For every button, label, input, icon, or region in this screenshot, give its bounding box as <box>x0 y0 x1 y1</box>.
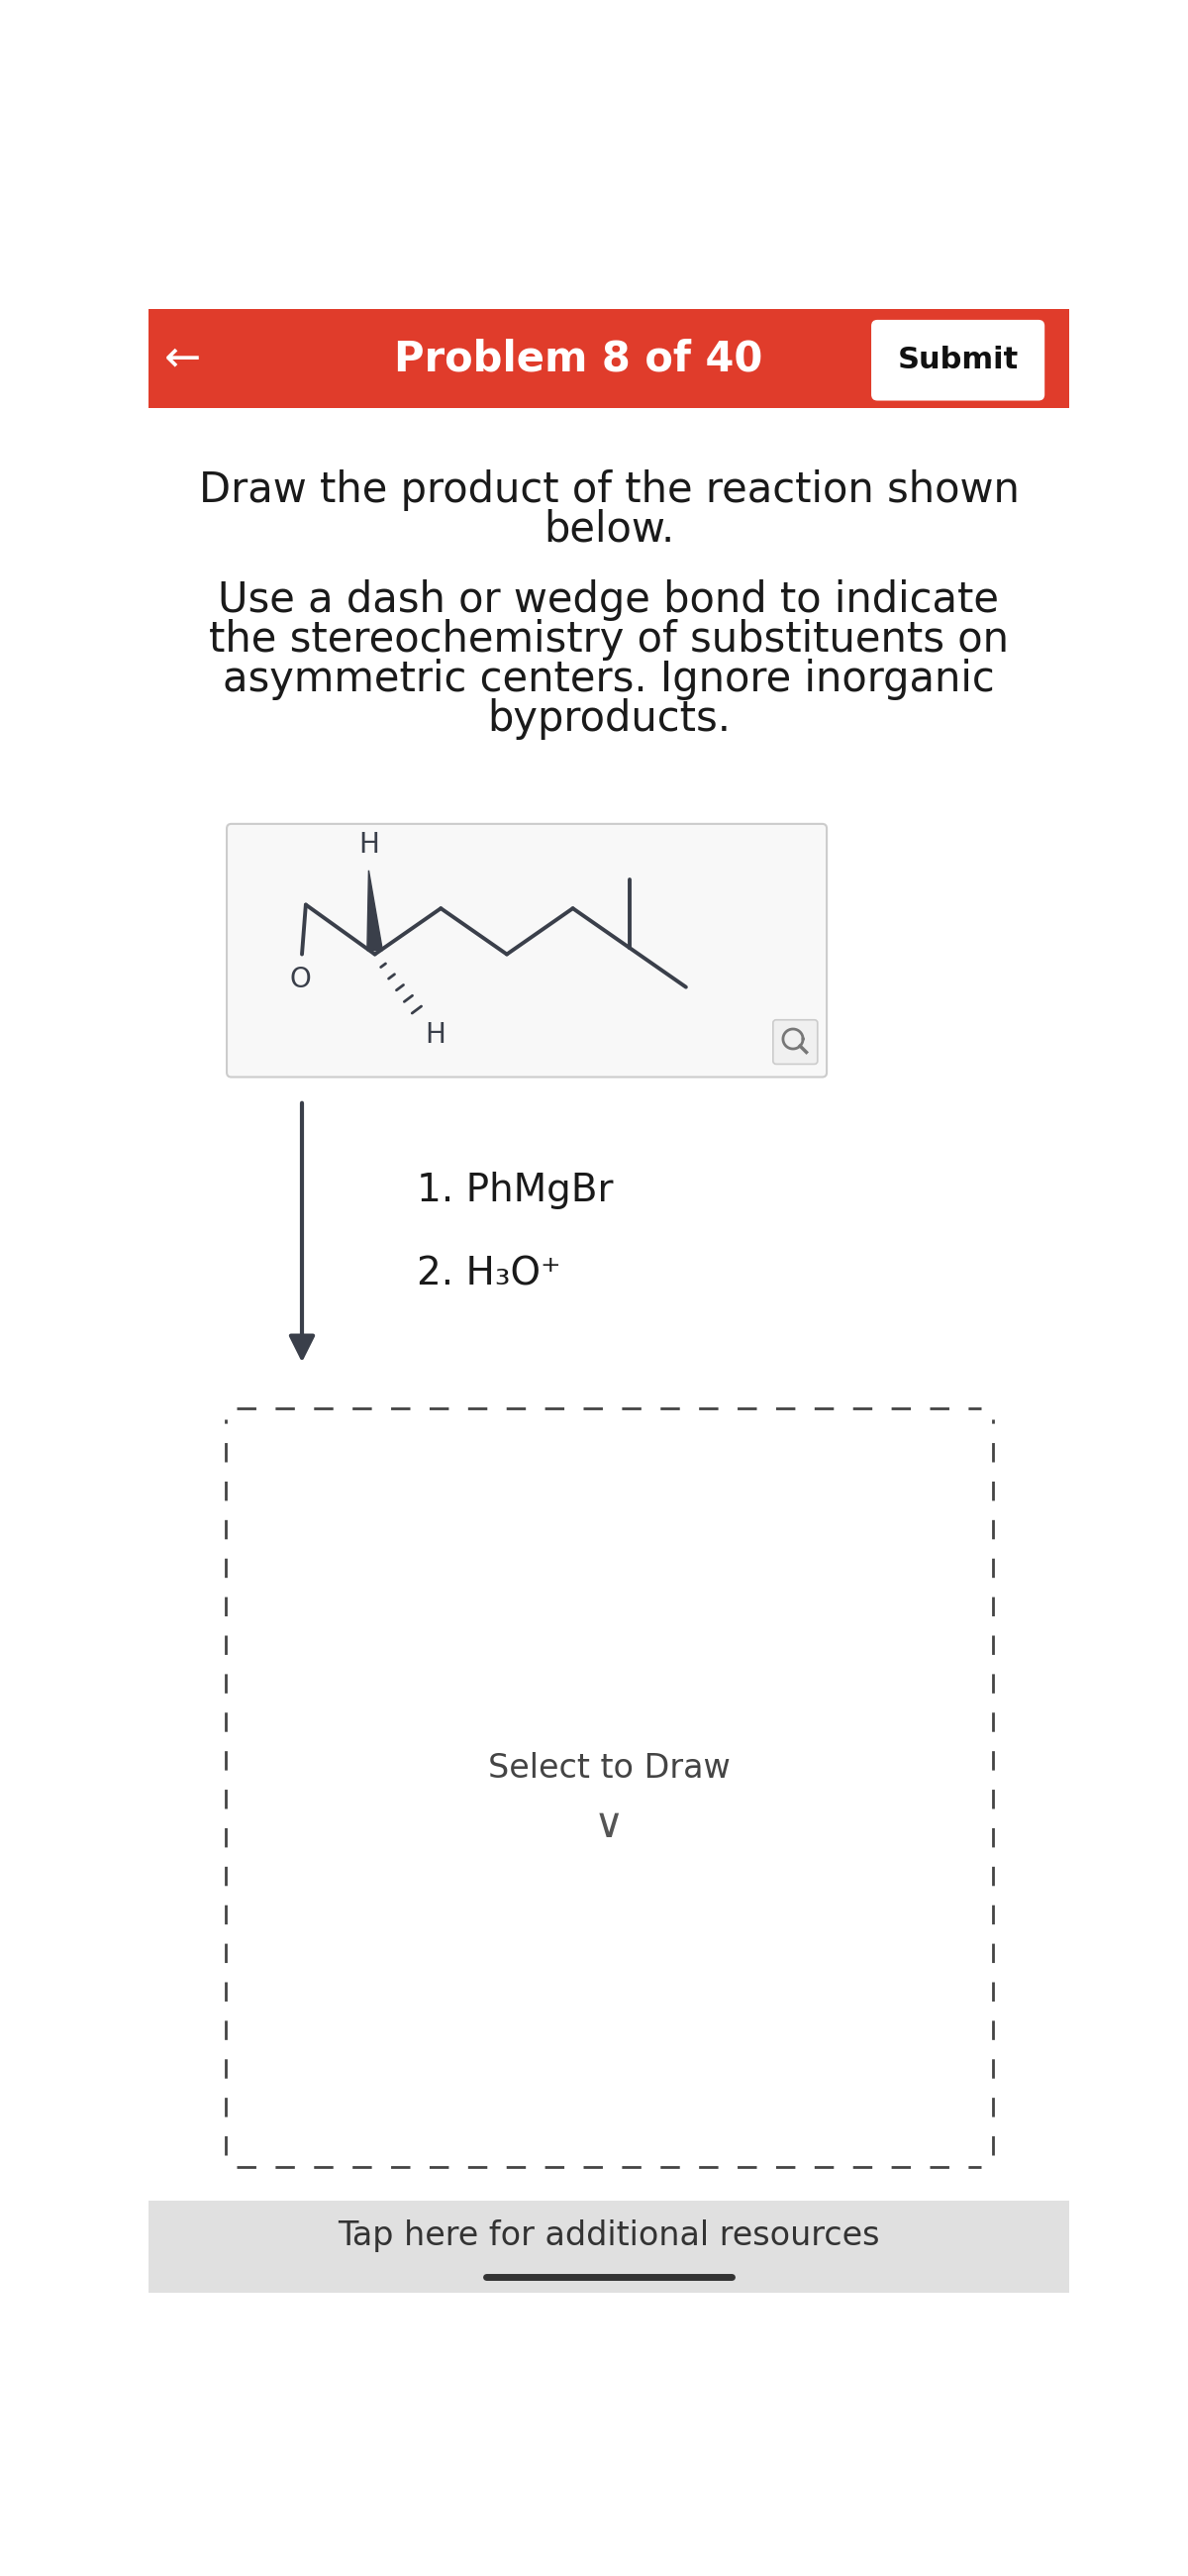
Bar <box>148 2200 1069 2293</box>
Bar <box>148 309 1069 407</box>
FancyBboxPatch shape <box>773 1020 817 1064</box>
Text: byproducts.: byproducts. <box>487 698 731 739</box>
Text: O: O <box>290 966 311 994</box>
Text: Tap here for additional resources: Tap here for additional resources <box>337 2218 880 2251</box>
Text: H: H <box>425 1023 446 1048</box>
Text: Submit: Submit <box>897 345 1018 374</box>
Text: Use a dash or wedge bond to indicate: Use a dash or wedge bond to indicate <box>219 580 999 621</box>
Text: Draw the product of the reaction shown: Draw the product of the reaction shown <box>198 469 1019 510</box>
Text: Problem 8 of 40: Problem 8 of 40 <box>394 337 763 379</box>
Text: ←: ← <box>165 337 202 381</box>
Text: Select to Draw: Select to Draw <box>488 1752 729 1785</box>
Text: the stereochemistry of substituents on: the stereochemistry of substituents on <box>209 618 1009 659</box>
Polygon shape <box>367 871 383 951</box>
Text: 2. H₃O⁺: 2. H₃O⁺ <box>417 1255 561 1293</box>
Text: H: H <box>359 832 379 858</box>
Text: ∨: ∨ <box>594 1806 624 1847</box>
FancyBboxPatch shape <box>871 319 1044 402</box>
FancyBboxPatch shape <box>227 824 827 1077</box>
Text: below.: below. <box>543 510 675 551</box>
Text: 1. PhMgBr: 1. PhMgBr <box>417 1172 613 1211</box>
Text: asymmetric centers. Ignore inorganic: asymmetric centers. Ignore inorganic <box>223 659 994 701</box>
